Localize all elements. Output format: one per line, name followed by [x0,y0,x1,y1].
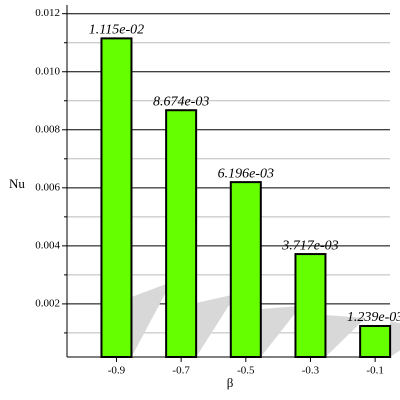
y-tick-label: 0.012 [35,7,60,19]
x-tick-label: -0.5 [237,365,255,377]
bar [294,253,327,358]
x-tick-label: -0.3 [302,365,320,377]
bar [165,109,198,359]
bar [359,324,392,358]
value-label: 8.674e-03 [153,94,209,109]
y-tick-label: 0.010 [35,65,60,77]
y-tick-label: 0.008 [35,123,60,135]
y-axis-label: Nu [9,176,25,191]
value-label: 6.196e-03 [218,166,274,181]
bar-shadow [196,294,237,357]
x-tick-label: -0.7 [172,365,190,377]
x-tick-label: -0.1 [366,365,383,377]
value-label: 3.717e-03 [281,238,338,253]
value-label: 1.115e-02 [89,23,144,38]
bar-shadow [131,282,172,357]
value-label: 1.239e-03 [347,310,400,325]
bar-shadow [325,315,366,357]
y-tick-label: 0.006 [35,181,60,193]
bar-shadow [390,321,400,357]
bar [100,37,133,359]
y-tick-label: 0.004 [35,239,60,251]
bar-shadow [260,306,301,357]
x-tick-label: -0.9 [108,365,126,377]
y-tick-label: 0.002 [35,297,60,309]
x-axis-label: β [227,375,234,390]
bar [229,181,262,358]
